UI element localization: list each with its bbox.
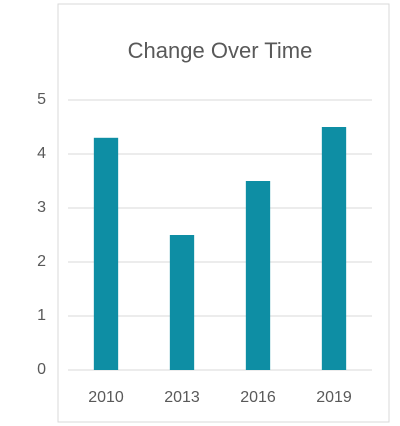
x-tick-label: 2019	[316, 389, 352, 406]
x-tick-label: 2016	[240, 389, 276, 406]
chart-border	[57, 3, 390, 423]
y-tick-label: 4	[37, 145, 46, 162]
bar	[93, 137, 119, 370]
y-tick-label: 2	[37, 253, 46, 270]
y-tick-label: 1	[37, 307, 46, 324]
y-tick-label: 5	[37, 91, 46, 108]
bar	[245, 181, 271, 370]
y-tick-label: 0	[37, 361, 46, 378]
x-tick-label: 2013	[164, 389, 200, 406]
bar	[321, 127, 347, 370]
y-tick-label: 3	[37, 199, 46, 216]
chart-title: Change Over Time	[128, 38, 313, 63]
bar	[169, 235, 195, 370]
x-tick-label: 2010	[88, 389, 124, 406]
